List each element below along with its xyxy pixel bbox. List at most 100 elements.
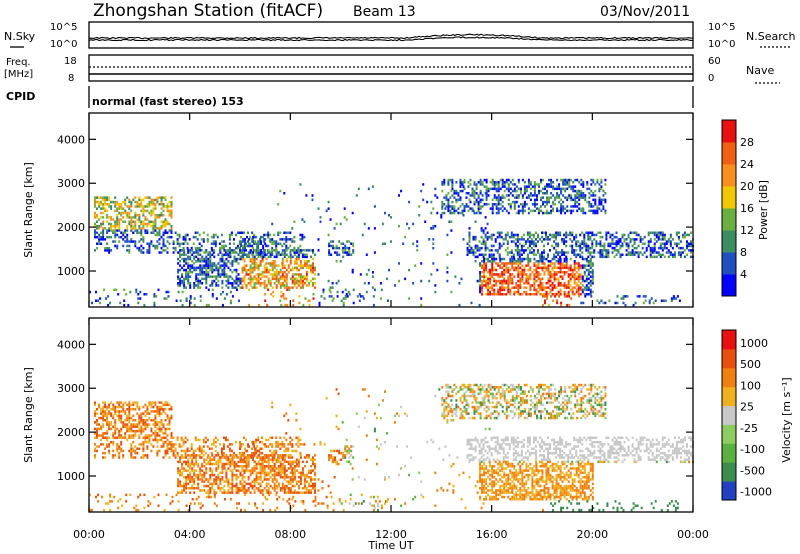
velocity-cell <box>146 456 149 459</box>
power-cell <box>217 271 220 274</box>
power-cell <box>136 214 139 217</box>
power-cell <box>505 286 508 289</box>
power-cell <box>267 235 270 239</box>
velocity-cell <box>230 443 233 446</box>
power-cell <box>556 178 559 182</box>
power-cell <box>598 183 601 186</box>
power-cell <box>551 286 554 289</box>
power-cell <box>458 303 461 307</box>
power-cell <box>510 255 513 259</box>
power-cell <box>644 295 647 298</box>
power-cell <box>594 200 597 204</box>
power-cell <box>535 231 537 234</box>
power-cell <box>501 286 504 289</box>
velocity-cell <box>231 480 234 483</box>
velocity-cell <box>140 412 143 415</box>
noise-panel-frame <box>88 21 694 49</box>
power-cell <box>619 255 622 259</box>
velocity-cell <box>257 471 260 475</box>
power-cell <box>367 268 370 272</box>
power-cell <box>199 271 202 274</box>
power-cell <box>560 189 563 193</box>
power-cell <box>286 288 289 292</box>
velocity-cell <box>112 408 115 411</box>
power-cell <box>507 286 510 289</box>
velocity-cell <box>267 482 270 486</box>
power-cell <box>459 183 462 186</box>
power-cell <box>503 273 506 276</box>
power-cell <box>253 264 256 267</box>
velocity-cell <box>277 460 280 464</box>
power-cell <box>446 253 449 256</box>
power-cell <box>467 192 470 195</box>
power-cell <box>501 178 504 182</box>
power-cell <box>533 277 536 281</box>
power-cell <box>210 242 213 245</box>
velocity-cell <box>235 478 238 481</box>
velocity-cell <box>178 443 181 446</box>
power-cell <box>535 242 537 245</box>
power-cell <box>578 194 581 197</box>
power-cell <box>478 240 481 243</box>
power-cell <box>551 273 554 276</box>
velocity-cell <box>229 482 232 486</box>
power-cell <box>601 249 604 252</box>
velocity-cell <box>247 489 250 492</box>
velocity-cell <box>110 421 113 424</box>
power-cell <box>563 257 566 261</box>
velocity-cell <box>187 478 190 481</box>
power-cell <box>507 185 510 188</box>
power-cell <box>481 198 484 202</box>
power-cell <box>589 290 592 294</box>
power-cell <box>243 260 246 263</box>
velocity-cell <box>138 414 141 418</box>
power-cell <box>509 282 512 285</box>
power-cell <box>390 216 392 219</box>
power-cell <box>152 224 155 228</box>
power-cell <box>624 303 627 307</box>
velocity-cell <box>239 440 241 444</box>
power-cell <box>342 251 345 254</box>
power-cell <box>521 209 524 213</box>
power-cell <box>229 253 232 256</box>
power-cell <box>263 240 266 243</box>
power-cell <box>265 257 268 261</box>
power-cell <box>249 260 252 263</box>
power-cell <box>142 214 145 217</box>
velocity-cell <box>120 429 123 433</box>
power-cell <box>535 275 538 278</box>
power-cell <box>176 238 179 241</box>
power-cell <box>523 181 526 184</box>
power-cell <box>524 240 527 243</box>
power-cell <box>94 200 96 204</box>
power-cell <box>582 181 585 184</box>
velocity-cell <box>136 412 139 415</box>
velocity-cell <box>221 476 224 479</box>
power-cell <box>600 181 603 184</box>
velocity-cell <box>219 460 222 464</box>
power-cell <box>515 268 518 272</box>
power-cell <box>472 209 475 213</box>
power-cell <box>503 257 506 261</box>
power-cell <box>617 249 620 252</box>
power-cell <box>253 255 256 259</box>
velocity-cell <box>233 484 236 488</box>
power-cell <box>233 279 236 283</box>
velocity-cell <box>98 405 101 409</box>
power-cell <box>508 235 511 239</box>
velocity-cell <box>164 440 167 444</box>
velocity-cell <box>164 412 167 415</box>
power-cell <box>110 235 113 239</box>
power-cell <box>498 233 501 237</box>
power-cell <box>513 262 516 265</box>
power-cell <box>541 240 543 243</box>
power-cell <box>303 249 306 252</box>
velocity-cell <box>241 473 244 477</box>
velocity-cell <box>265 482 268 486</box>
power-cell <box>154 224 157 228</box>
power-cell <box>468 198 471 202</box>
power-cell <box>308 299 311 302</box>
power-cell <box>445 196 448 199</box>
velocity-cell <box>190 445 193 448</box>
velocity-cell <box>273 478 276 481</box>
